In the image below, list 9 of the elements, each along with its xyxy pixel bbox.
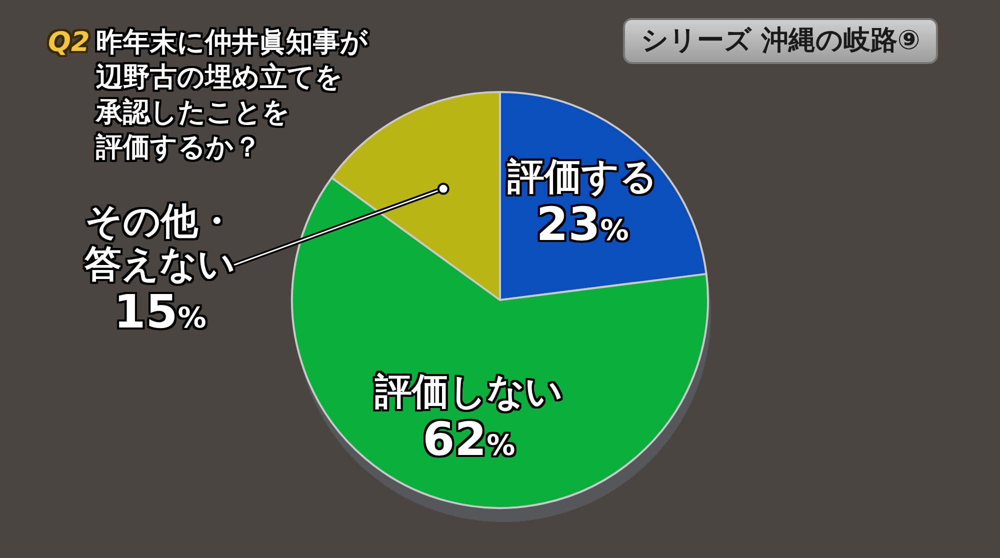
- data-label: 15%: [114, 284, 206, 338]
- slice-label: その他・答えない: [84, 200, 236, 286]
- chart-title: 昨年末に仲井眞知事が辺野古の埋め立てを承認したことを評価するか？: [96, 26, 369, 165]
- text: Q2: [48, 26, 90, 60]
- slice-label: 評価する: [508, 155, 658, 198]
- slice-label: 評価しない: [374, 370, 563, 413]
- text: シリーズ 沖縄の岐路⑨: [623, 18, 938, 64]
- data-label: 23%: [536, 197, 629, 252]
- data-label: 62%: [422, 412, 516, 466]
